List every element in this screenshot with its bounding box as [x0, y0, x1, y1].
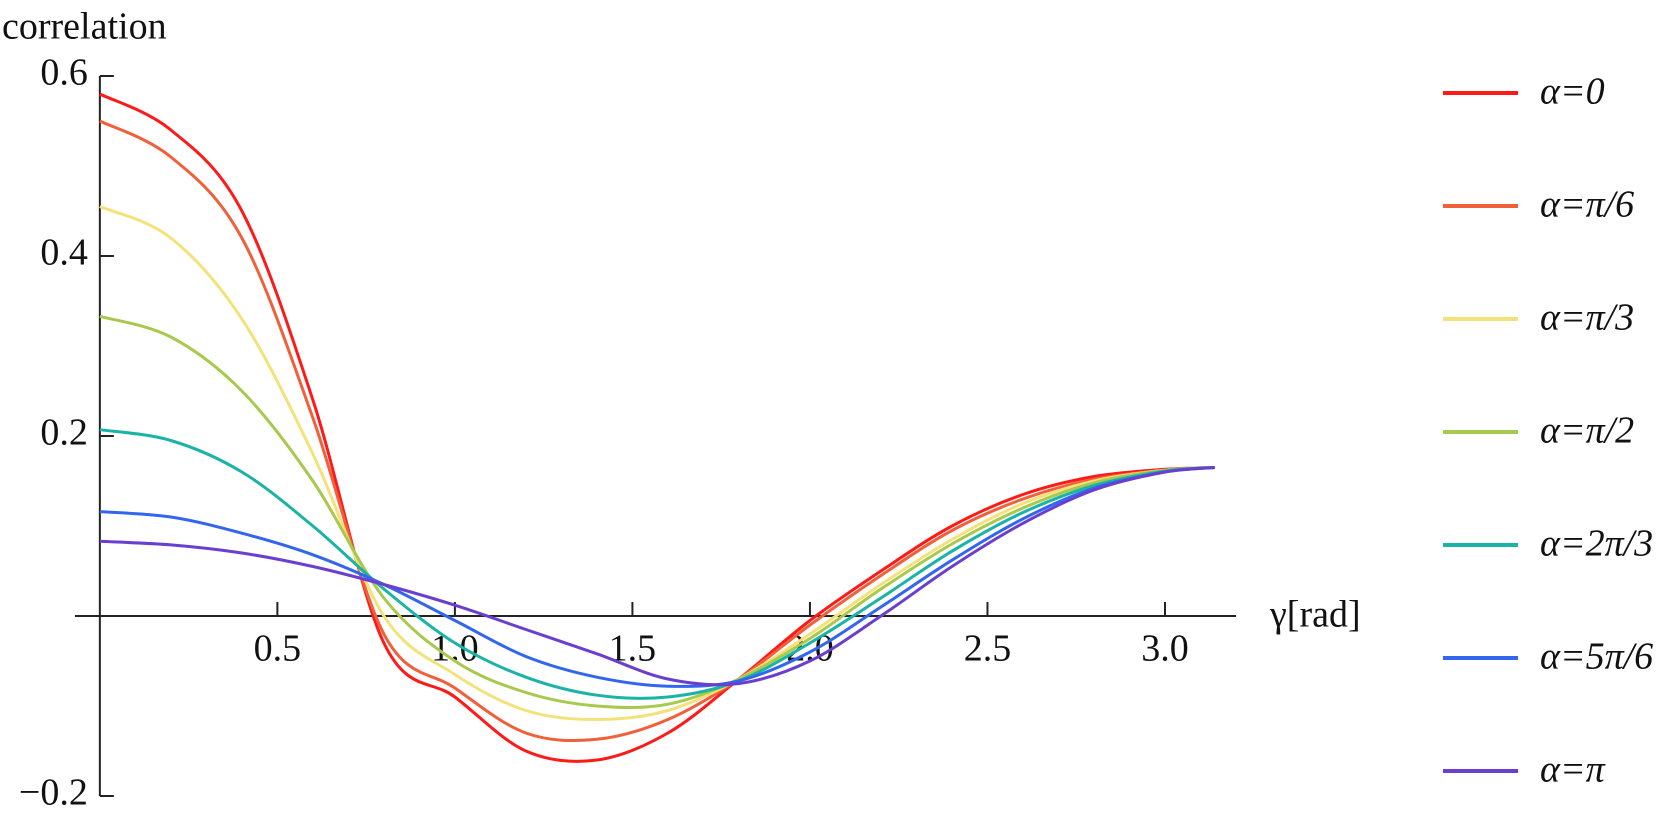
y-tick-label: 0.4 [40, 232, 88, 274]
y-axis-label: correlation [2, 6, 167, 48]
series-line [99, 92, 1215, 763]
series-line [99, 205, 1215, 722]
legend-label: α=0 [1540, 71, 1605, 113]
x-tick-label: 2.5 [964, 628, 1012, 670]
series-line [99, 314, 1215, 710]
legend-label: α=π/2 [1540, 410, 1634, 452]
y-tick-label: −0.2 [19, 772, 88, 814]
x-axis-label: γ[rad] [1269, 594, 1361, 636]
legend-label: α=π/3 [1540, 297, 1634, 339]
y-tick-label: 0.2 [40, 412, 88, 454]
series-line [99, 466, 1215, 687]
legend-label: α=π/6 [1540, 184, 1634, 226]
legend-label: α=π [1540, 749, 1606, 791]
series-line [99, 119, 1215, 743]
x-tick-label: 1.5 [609, 628, 657, 670]
series-line [99, 466, 1215, 688]
legend-label: α=2π/3 [1540, 523, 1653, 565]
series-line [99, 428, 1215, 700]
y-tick-label: 0.6 [40, 52, 88, 94]
x-tick-label: 0.5 [254, 628, 302, 670]
x-tick-label: 3.0 [1141, 628, 1189, 670]
legend-label: α=5π/6 [1540, 636, 1653, 678]
